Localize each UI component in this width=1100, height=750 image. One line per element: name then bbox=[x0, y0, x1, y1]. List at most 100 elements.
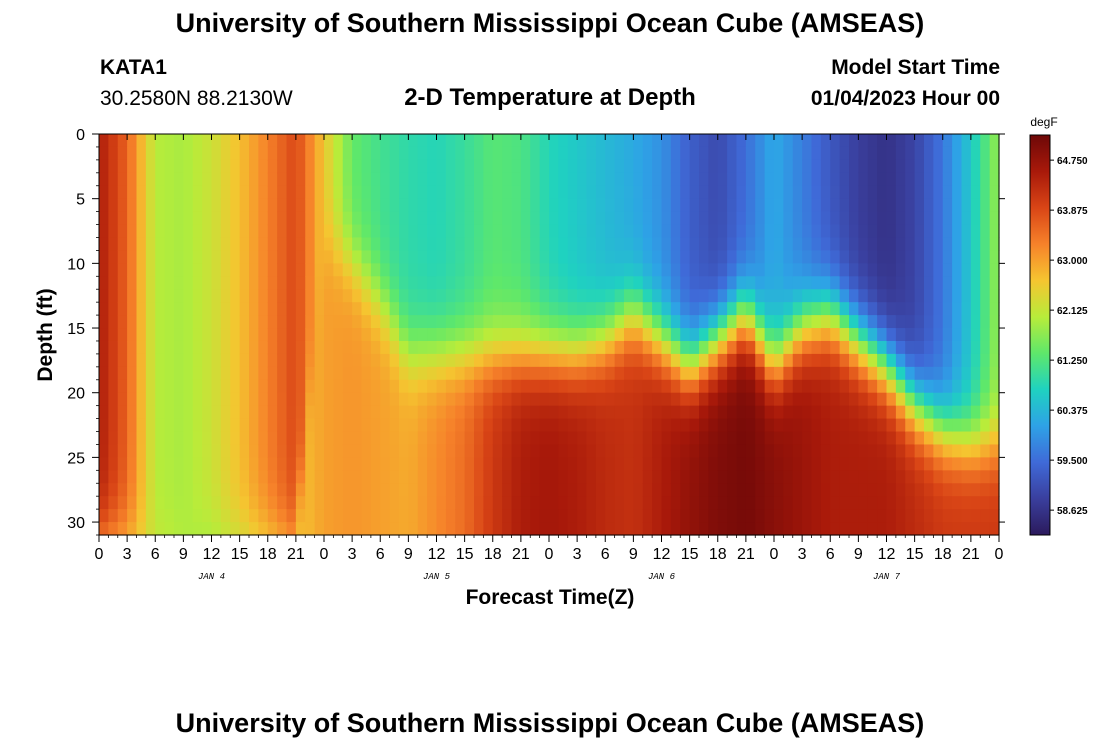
heatmap-cell bbox=[783, 496, 794, 510]
heatmap-cell bbox=[830, 211, 841, 226]
heatmap-cell bbox=[117, 522, 128, 536]
heatmap-cell bbox=[924, 496, 934, 510]
heatmap-cell bbox=[342, 431, 353, 446]
heatmap-cell bbox=[455, 353, 466, 368]
heatmap-cell bbox=[305, 340, 316, 355]
heatmap-cell bbox=[839, 483, 850, 497]
heatmap-cell bbox=[136, 276, 147, 290]
heatmap-cell bbox=[905, 185, 916, 200]
heatmap-cell bbox=[595, 418, 606, 433]
heatmap-cell bbox=[295, 496, 306, 510]
heatmap-cell bbox=[520, 198, 531, 213]
heatmap-cell bbox=[99, 224, 109, 239]
heatmap-cell bbox=[492, 509, 503, 523]
heatmap-cell bbox=[764, 134, 775, 148]
heatmap-cell bbox=[558, 172, 569, 187]
heatmap-cell bbox=[633, 289, 644, 303]
heatmap-cell bbox=[614, 340, 625, 355]
heatmap-cell bbox=[474, 392, 484, 407]
heatmap-cell bbox=[839, 353, 850, 368]
heatmap-cell bbox=[745, 198, 756, 213]
heatmap-cell bbox=[961, 302, 972, 316]
heatmap-cell bbox=[980, 457, 991, 471]
heatmap-cell bbox=[642, 509, 653, 523]
heatmap-cell bbox=[436, 315, 447, 329]
heatmap-cell bbox=[886, 250, 897, 264]
heatmap-cell bbox=[502, 522, 513, 536]
heatmap-cell bbox=[942, 302, 953, 316]
heatmap-cell bbox=[595, 366, 606, 381]
heatmap-cell bbox=[108, 315, 119, 329]
heatmap-cell bbox=[436, 366, 447, 381]
heatmap-cell bbox=[989, 353, 1000, 368]
heatmap-cell bbox=[258, 328, 269, 342]
heatmap-cell bbox=[877, 496, 888, 510]
heatmap-cell bbox=[155, 263, 166, 277]
heatmap-cell bbox=[399, 340, 409, 355]
heatmap-cell bbox=[727, 276, 738, 290]
heatmap-cell bbox=[192, 328, 203, 342]
heatmap-cell bbox=[314, 172, 325, 187]
heatmap-cell bbox=[933, 315, 944, 329]
heatmap-cell bbox=[108, 353, 119, 368]
heatmap-cell bbox=[680, 302, 691, 316]
heatmap-cell bbox=[117, 315, 128, 329]
x-tick-label: 9 bbox=[854, 546, 863, 563]
heatmap-cell bbox=[314, 224, 325, 239]
heatmap-cell bbox=[708, 496, 719, 510]
heatmap-cell bbox=[680, 146, 691, 161]
heatmap-cell bbox=[183, 172, 194, 187]
heatmap-cell bbox=[605, 289, 616, 303]
heatmap-cell bbox=[314, 146, 325, 161]
heatmap-cell bbox=[399, 392, 409, 407]
heatmap-cell bbox=[877, 444, 888, 458]
heatmap-cell bbox=[502, 444, 513, 458]
heatmap-cell bbox=[230, 457, 241, 471]
heatmap-cell bbox=[933, 198, 944, 213]
heatmap-cell bbox=[811, 340, 822, 355]
heatmap-cell bbox=[624, 224, 634, 239]
heatmap-cell bbox=[867, 302, 878, 316]
heatmap-cell bbox=[427, 302, 438, 316]
heatmap-cell bbox=[774, 496, 784, 510]
heatmap-cell bbox=[483, 289, 494, 303]
heatmap-cell bbox=[220, 470, 231, 484]
heatmap-cell bbox=[427, 198, 438, 213]
heatmap-cell bbox=[605, 198, 616, 213]
heatmap-cell bbox=[511, 276, 522, 290]
heatmap-cell bbox=[755, 276, 766, 290]
heatmap-cell bbox=[980, 146, 991, 161]
heatmap-cell bbox=[286, 211, 297, 226]
heatmap-cell bbox=[202, 302, 213, 316]
heatmap-cell bbox=[380, 198, 391, 213]
heatmap-cell bbox=[783, 431, 794, 446]
heatmap-cell bbox=[117, 405, 128, 420]
heatmap-cell bbox=[708, 457, 719, 471]
heatmap-cell bbox=[755, 315, 766, 329]
heatmap-cell bbox=[727, 263, 738, 277]
heatmap-cell bbox=[136, 289, 147, 303]
heatmap-cell bbox=[342, 366, 353, 381]
heatmap-cell bbox=[933, 211, 944, 226]
heatmap-cell bbox=[952, 315, 963, 329]
heatmap-cell bbox=[530, 483, 541, 497]
heatmap-cell bbox=[342, 146, 353, 161]
heatmap-cell bbox=[942, 431, 953, 446]
heatmap-cell bbox=[820, 405, 831, 420]
heatmap-cell bbox=[699, 444, 709, 458]
heatmap-cell bbox=[249, 146, 259, 161]
heatmap-cell bbox=[258, 483, 269, 497]
heatmap-cell bbox=[408, 483, 419, 497]
heatmap-cell bbox=[277, 224, 288, 239]
heatmap-cell bbox=[764, 224, 775, 239]
heatmap-cell bbox=[895, 198, 906, 213]
heatmap-cell bbox=[952, 379, 963, 394]
heatmap-cell bbox=[652, 198, 663, 213]
heatmap-cell bbox=[483, 405, 494, 420]
heatmap-cell bbox=[399, 315, 409, 329]
heatmap-cell bbox=[220, 457, 231, 471]
heatmap-cell bbox=[483, 263, 494, 277]
heatmap-cell bbox=[774, 198, 784, 213]
heatmap-cell bbox=[952, 159, 963, 174]
heatmap-cell bbox=[258, 418, 269, 433]
